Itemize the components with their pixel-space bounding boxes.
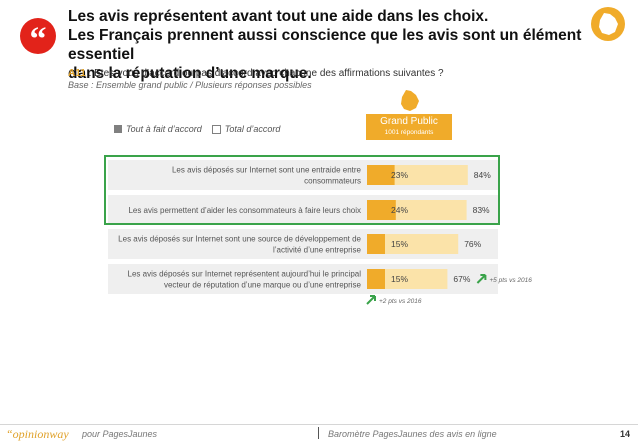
group-badge-title: Grand Public — [380, 116, 438, 127]
question-text: A11 : Etes-vous d’accord ou pas d’accord… — [68, 68, 444, 79]
category-label: Les avis permettent d’aider les consomma… — [128, 206, 361, 215]
footer-divider — [0, 424, 638, 425]
data-label-strongly-agree: 15% — [391, 239, 408, 249]
data-label-strongly-agree: 24% — [391, 205, 408, 215]
data-label-total-agree: 76% — [464, 239, 481, 249]
data-label-total-agree: 84% — [474, 170, 491, 180]
trend-annotation: +5 pts vs 2016 — [489, 277, 532, 284]
france-map-icon — [591, 7, 625, 41]
data-label-total-agree: 83% — [473, 205, 490, 215]
footer-separator — [318, 427, 319, 439]
category-label: l’activité d’une entreprise — [273, 246, 362, 255]
france-badge-icon — [401, 90, 419, 111]
group-badge: Grand Public 1001 répondants — [366, 114, 452, 140]
headline: Les avis représentent avant tout une aid… — [68, 7, 608, 83]
base-text: Base : Ensemble grand public / Plusieurs… — [68, 80, 312, 90]
highlight-frame — [104, 155, 500, 225]
legend-swatch-filled — [114, 125, 122, 133]
agreement-bar-chart: Les avis déposés sur Internet sont une e… — [108, 160, 532, 305]
category-label: vecteur de réputation d’une marque ou d’… — [164, 281, 362, 290]
headline-line-1: Les avis représentent avant tout une aid… — [68, 8, 489, 25]
category-label: Les avis déposés sur Internet sont une e… — [172, 166, 362, 175]
bar-strongly-agree — [367, 234, 385, 254]
trend-annotation: +2 pts vs 2016 — [379, 298, 422, 305]
data-label-total-agree: 67% — [453, 274, 470, 284]
question-code: A11 — [68, 68, 86, 79]
category-label: Les avis déposés sur Internet sont une s… — [118, 235, 361, 244]
page-number: 14 — [620, 429, 631, 439]
footer-title: Baromètre PagesJaunes des avis en ligne — [328, 429, 497, 439]
bar-strongly-agree — [367, 165, 395, 185]
data-label-strongly-agree: 15% — [391, 274, 408, 284]
legend-label-empty: Total d’accord — [224, 124, 281, 134]
bar-total-agree — [367, 269, 448, 289]
brand-logo: “opinionway — [6, 427, 69, 441]
category-label: consommateurs — [304, 177, 361, 186]
category-label: Les avis déposés sur Internet représente… — [128, 270, 362, 279]
trend-up-arrow-icon — [366, 295, 376, 305]
group-badge-subtitle: 1001 répondants — [384, 129, 434, 136]
headline-line-3: dans la réputation d’une marque. — [68, 65, 312, 82]
data-label-strongly-agree: 23% — [391, 170, 408, 180]
headline-line-2: Les Français prennent aussi conscience q… — [68, 27, 582, 63]
trend-up-arrow-icon — [476, 274, 487, 284]
legend-label-filled: Tout à fait d’accord — [126, 124, 202, 134]
legend-swatch-empty — [211, 124, 221, 134]
bar-total-agree — [367, 234, 459, 254]
bar-strongly-agree — [367, 269, 385, 289]
bar-strongly-agree — [367, 200, 396, 220]
chart-legend: Tout à fait d’accord Total d’accord — [114, 124, 280, 134]
question-body: : Etes-vous d’accord ou pas d’accord ave… — [85, 68, 444, 79]
quote-icon: “ — [20, 18, 56, 57]
brand-subtitle: pour PagesJaunes — [82, 429, 158, 439]
